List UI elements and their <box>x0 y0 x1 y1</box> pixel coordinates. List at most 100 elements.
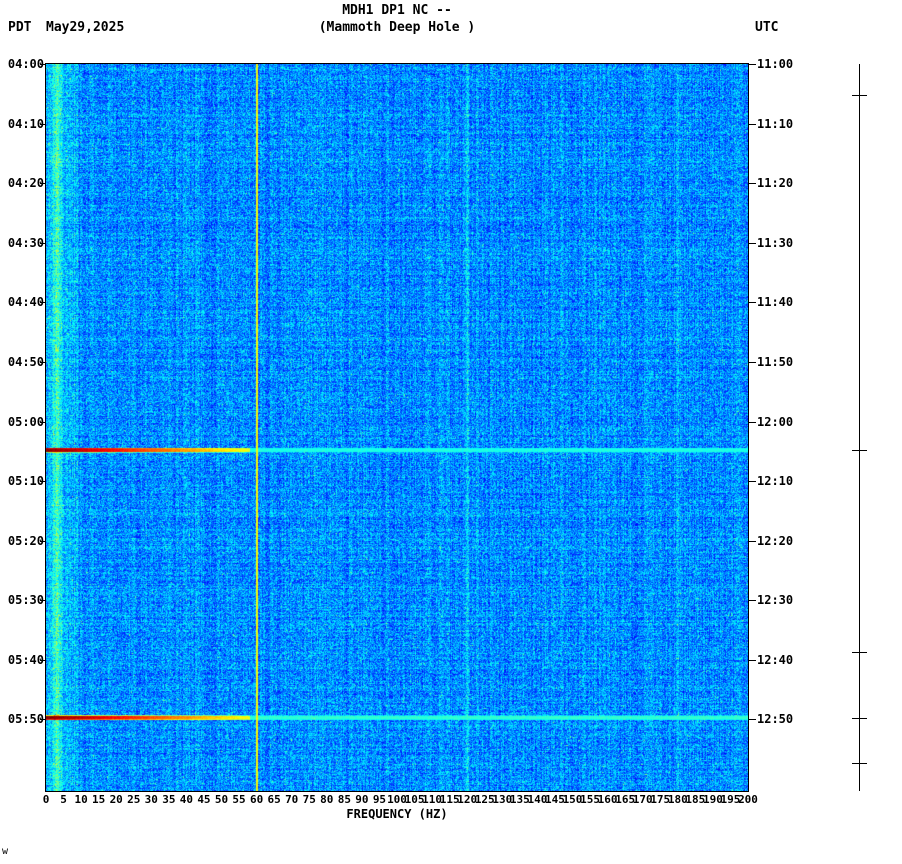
time-tick-left <box>40 64 45 65</box>
time-label-right: 11:50 <box>757 354 794 369</box>
frequency-axis-title: FREQUENCY (HZ) <box>346 807 448 821</box>
frequency-tick-label: 60 <box>249 793 264 806</box>
time-label-left: 05:40 <box>7 652 44 667</box>
frequency-tick-label: 110 <box>422 793 443 806</box>
time-label-left: 04:50 <box>7 354 44 369</box>
time-label-right: 11:30 <box>757 235 794 250</box>
time-tick-left <box>40 659 45 661</box>
frequency-tick-label: 170 <box>632 793 653 806</box>
frequency-tick-label: 55 <box>232 793 246 806</box>
time-tick-right <box>749 421 756 423</box>
time-label-right: 11:10 <box>757 116 794 131</box>
time-tick-left <box>40 540 45 542</box>
frequency-tick-label: 100 <box>387 793 407 806</box>
frequency-tick-label: 50 <box>214 793 229 806</box>
frequency-tick-label: 40 <box>179 793 194 806</box>
amplitude-scale-tick <box>852 94 867 96</box>
frequency-tick-label: 190 <box>702 793 723 806</box>
time-tick-left <box>40 600 45 602</box>
frequency-tick-label: 65 <box>267 793 281 806</box>
time-tick-right <box>749 361 756 363</box>
frequency-tick-label: 120 <box>457 793 478 806</box>
frequency-tick-label: 25 <box>127 793 141 806</box>
spectrogram-plot-frame <box>45 63 749 792</box>
time-label-left: 04:10 <box>7 116 44 131</box>
frequency-tick-label: 0 <box>42 793 50 806</box>
amplitude-scale-line <box>859 64 860 791</box>
frequency-tick-label: 35 <box>162 793 176 806</box>
frequency-tick-label: 125 <box>474 793 495 806</box>
frequency-tick-label: 150 <box>562 793 583 806</box>
time-tick-right <box>749 183 756 185</box>
frequency-tick-label: 90 <box>355 793 369 806</box>
time-label-right: 12:00 <box>757 414 794 429</box>
frequency-tick-label: 70 <box>285 793 299 806</box>
frequency-tick-label: 45 <box>197 793 211 806</box>
spectrogram-canvas <box>46 64 748 791</box>
frequency-tick-label: 165 <box>615 793 636 806</box>
time-tick-right <box>749 123 756 125</box>
time-tick-right <box>749 540 756 542</box>
frequency-tick-label: 80 <box>320 793 334 806</box>
time-label-right: 11:00 <box>757 57 794 71</box>
frequency-tick-label: 180 <box>667 793 688 806</box>
time-label-right: 12:30 <box>757 593 794 608</box>
frequency-tick-label: 155 <box>580 793 600 806</box>
time-label-left: 05:50 <box>7 712 44 727</box>
time-tick-right <box>749 600 756 602</box>
frequency-tick-label: 95 <box>372 793 387 806</box>
amplitude-scale-tick <box>852 450 867 452</box>
frequency-tick-label: 30 <box>144 793 158 806</box>
frequency-tick-label: 5 <box>60 793 67 806</box>
frequency-tick-label: 75 <box>302 793 316 806</box>
time-label-right: 12:50 <box>757 712 794 727</box>
corner-mark: w <box>2 846 9 857</box>
time-tick-left <box>40 123 45 125</box>
time-label-right: 11:40 <box>757 295 794 310</box>
frequency-tick-label: 10 <box>74 793 88 806</box>
frequency-tick-label: 200 <box>738 793 758 806</box>
frequency-tick-label: 85 <box>337 793 351 806</box>
time-label-left: 04:00 <box>7 57 44 71</box>
time-tick-left <box>40 719 45 721</box>
frequency-tick-label: 105 <box>404 793 425 806</box>
frequency-tick-label: 20 <box>109 793 123 806</box>
time-tick-left <box>40 302 45 304</box>
time-label-left: 05:30 <box>7 593 44 608</box>
time-label-right: 12:10 <box>757 474 794 489</box>
time-label-left: 05:20 <box>7 533 44 548</box>
time-tick-left <box>40 183 45 185</box>
station-subtitle: (Mammoth Deep Hole ) <box>318 20 476 35</box>
frequency-tick-label: 135 <box>509 793 530 806</box>
time-tick-right <box>749 302 756 304</box>
time-label-left: 04:20 <box>7 176 44 191</box>
time-tick-left <box>40 421 45 423</box>
time-tick-left <box>40 481 45 483</box>
frequency-tick-label: 130 <box>492 793 513 806</box>
time-tick-right <box>749 242 756 244</box>
frequency-tick-label: 175 <box>650 793 671 806</box>
frequency-tick-label: 195 <box>720 793 741 806</box>
time-tick-left <box>40 242 45 244</box>
time-tick-right <box>749 481 756 483</box>
time-tick-right <box>749 659 756 661</box>
time-label-left: 04:30 <box>7 235 44 250</box>
date-label: May29,2025 <box>46 20 125 35</box>
amplitude-scale-tick <box>852 651 867 653</box>
time-tick-left <box>40 361 45 363</box>
time-tick-right <box>749 719 756 721</box>
time-tick-right <box>749 64 756 65</box>
amplitude-scale-tick <box>852 717 867 719</box>
frequency-tick-label: 140 <box>527 793 548 806</box>
time-label-left: 04:40 <box>7 295 44 310</box>
time-label-left: 05:10 <box>7 474 44 489</box>
frequency-tick-label: 185 <box>685 793 706 806</box>
frequency-tick-label: 145 <box>545 793 565 806</box>
time-label-left: 05:00 <box>7 414 44 429</box>
frequency-tick-label: 160 <box>597 793 618 806</box>
frequency-tick-label: 115 <box>439 793 460 806</box>
timezone-right-label: UTC <box>755 20 779 35</box>
timezone-left-label: PDT <box>8 20 32 35</box>
time-label-right: 12:20 <box>757 533 794 548</box>
